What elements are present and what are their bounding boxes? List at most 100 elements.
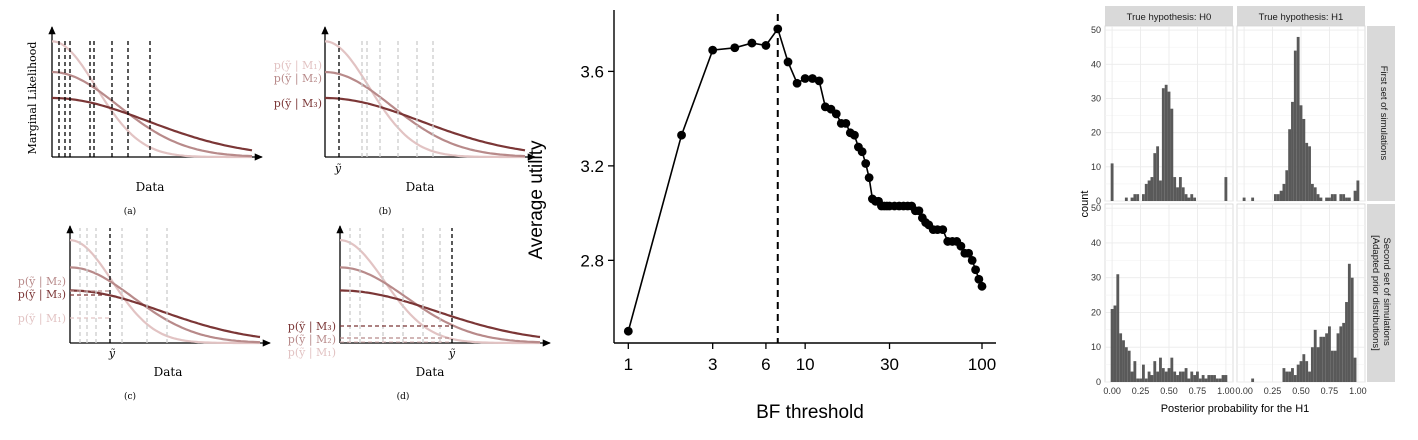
hist-bar [1305,142,1309,201]
hist-bar [1339,326,1343,383]
hist-bar [1193,197,1197,201]
hist-bar [1316,194,1320,201]
hist-bar [1204,378,1208,382]
hist-bar [1110,308,1114,382]
panel-a-curve-m1 [51,40,252,159]
hist-bar [1127,350,1131,382]
hist-bar [1207,375,1211,382]
hist-bar [1345,302,1348,382]
line-chart-x-tick-label: 100 [968,355,996,374]
line-chart-point [964,248,974,258]
hist-bar [1153,361,1157,382]
hist-bar [1322,336,1326,382]
hist-y-tick-label: 30 [1091,273,1101,283]
hist-bar [1276,194,1280,201]
panel-c-xlabel: Data [154,365,183,379]
hist-y-tick-label: 10 [1091,342,1101,352]
hist-bar [1330,350,1334,382]
hist-bar [1153,153,1157,201]
hist-bar [1342,322,1346,382]
line-chart-y-tick-label: 3.2 [580,157,604,176]
hist-x-tick-label: 0.75 [1321,386,1339,396]
hist-xlabel: Posterior probability for the H1 [1161,403,1310,415]
hist-bar [1187,378,1191,382]
hist-bar [1339,194,1343,201]
hist-bar [1122,340,1125,382]
hist-x-tick-label: 0.75 [1189,386,1207,396]
line-chart-point [977,281,987,291]
line-chart-point [792,78,802,88]
hist-bar [1305,361,1309,382]
line-chart-x-tick-label: 6 [761,355,770,374]
panel-b-label-m3: p(ỹ | M₃) [274,97,322,111]
panel-d-label-m1: p(ỹ | M₁) [288,346,336,360]
hist-bar [1136,194,1140,201]
line-chart-point [861,159,871,168]
hist-bar [1308,146,1311,201]
hist-bar [1302,354,1306,382]
line-chart-point [814,76,824,86]
hist-bar [1133,194,1137,201]
panel-d-label-m2: p(ỹ | M₂) [288,333,336,347]
hist-bar [1161,368,1165,382]
hist-bar [1328,197,1331,201]
hist-ylabel: count [1079,191,1091,218]
hist-y-tick-label: 40 [1091,59,1101,69]
hist-bar [1173,371,1177,382]
strip-row2-label: Second set of simulations [Adapted prior… [1370,235,1392,351]
hist-bar [1296,36,1300,201]
hist-bar [1181,371,1185,382]
line-chart-xlabel: BF threshold [756,402,864,423]
hist-bar [1110,163,1114,201]
line-chart-point [831,109,841,119]
hist-y-tick-label: 0 [1096,377,1101,387]
panel-b-label-m1: p(ỹ | M₁) [274,59,322,73]
panel-b-ytilde-label: ỹ [334,162,342,175]
hist-bar [1156,146,1160,201]
hist-bar [1159,357,1162,382]
panel-c-marginal-likelihood: Data (c) ỹ p(ỹ | M₂) p(ỹ | M₃) p(ỹ | M₁) [18,225,271,402]
hist-bar [1144,183,1148,201]
line-chart-point [864,173,874,183]
hist-bar [1184,194,1188,201]
hist-bar [1353,357,1357,382]
posterior-histogram-chart: True hypothesis: H0 True hypothesis: H1 … [1079,6,1395,415]
line-chart-point [677,130,686,140]
hist-bar [1150,375,1154,382]
panel-c-curve-m3 [70,289,261,339]
hist-bar [1293,375,1297,382]
hist-bar [1347,197,1351,201]
line-chart-point [850,130,859,140]
hist-bar [1330,194,1334,201]
hist-bar [1285,371,1289,382]
panel-c-curve-m1 [69,239,260,345]
panel-c-label-m3: p(ỹ | M₃) [18,288,66,302]
hist-bar [1282,368,1286,382]
hist-y-tick-label: 20 [1091,128,1101,138]
panel-b-marginal-likelihood: Data (b) ỹ p(ỹ | M₁) p(ỹ | M₂) p(ỹ | M₃) [274,26,536,217]
hist-bar [1251,378,1255,382]
hist-bar [1124,197,1128,201]
hist-bar [1176,375,1179,382]
panel-c-caption: (c) [124,391,136,402]
hist-y-tick-label: 50 [1091,203,1101,213]
hist-bar [1350,277,1354,382]
panel-a-curve-m3 [52,96,253,152]
panel-b-xlabel: Data [406,180,435,194]
hist-x-tick-label: 0.50 [1160,386,1178,396]
hist-bar [1170,357,1174,382]
hist-bar [1159,180,1162,201]
hist-bar [1345,197,1348,201]
strip-h0-label: True hypothesis: H0 [1127,12,1212,23]
panel-a-xlabel: Data [136,180,165,194]
line-chart-x-tick-label: 10 [796,355,815,374]
hist-bar [1164,84,1168,201]
hist-bar [1119,333,1123,382]
panel-c-curve-m2 [69,266,261,344]
strip-row2-background [1367,204,1395,382]
line-chart-point [967,255,977,265]
strip-row1-background [1367,26,1395,201]
line-chart-point [808,74,817,83]
hist-bar [1224,375,1228,382]
line-chart-point [800,74,810,83]
